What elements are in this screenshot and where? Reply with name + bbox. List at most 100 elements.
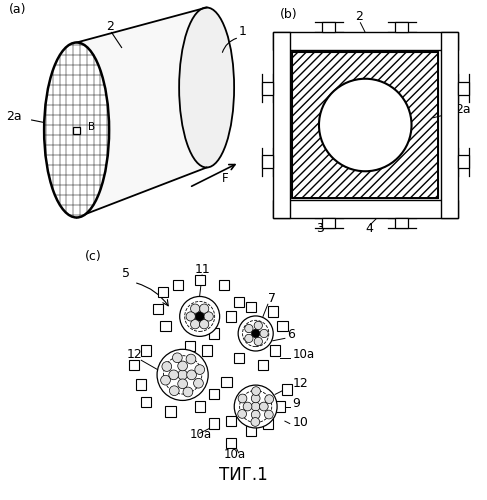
Circle shape <box>187 370 196 380</box>
Bar <box>161 321 171 332</box>
Bar <box>441 32 458 218</box>
Bar <box>395 22 409 32</box>
Text: 2a: 2a <box>7 110 22 123</box>
Circle shape <box>162 362 171 372</box>
Bar <box>209 389 220 400</box>
Circle shape <box>178 361 187 371</box>
Text: 1: 1 <box>239 25 247 38</box>
Text: (a): (a) <box>9 2 27 16</box>
Circle shape <box>200 304 209 314</box>
Text: 11: 11 <box>195 262 210 276</box>
Circle shape <box>172 353 182 362</box>
Bar <box>129 360 139 370</box>
Text: ΤИГ.1: ΤИГ.1 <box>219 466 268 484</box>
Text: 7: 7 <box>268 292 276 305</box>
Bar <box>258 360 268 370</box>
Circle shape <box>260 402 268 411</box>
Text: B: B <box>88 122 95 132</box>
Text: 4: 4 <box>365 222 373 235</box>
Text: 6: 6 <box>287 328 295 342</box>
Bar <box>226 438 237 448</box>
Bar <box>278 321 287 332</box>
Text: 12: 12 <box>127 348 142 361</box>
Circle shape <box>260 330 268 338</box>
Text: 5: 5 <box>122 268 130 280</box>
Circle shape <box>169 370 179 380</box>
Bar <box>246 302 256 312</box>
Bar <box>209 418 220 428</box>
Bar <box>195 402 205 411</box>
Circle shape <box>178 370 187 380</box>
Bar <box>226 416 237 426</box>
Circle shape <box>161 376 170 385</box>
Circle shape <box>245 324 253 332</box>
Bar <box>275 402 285 411</box>
Text: 10: 10 <box>292 416 308 429</box>
Bar <box>209 328 220 338</box>
Bar <box>395 218 409 228</box>
Circle shape <box>254 322 262 330</box>
Text: 10a: 10a <box>224 448 246 460</box>
Circle shape <box>251 394 260 403</box>
Bar <box>246 426 256 436</box>
Bar <box>262 155 273 168</box>
Bar <box>234 352 244 363</box>
Bar <box>73 126 80 134</box>
Bar <box>136 380 147 390</box>
Circle shape <box>200 320 209 329</box>
Bar <box>153 304 164 314</box>
Bar <box>273 32 290 218</box>
Bar <box>273 32 458 50</box>
Bar <box>322 218 336 228</box>
Circle shape <box>169 386 179 396</box>
Ellipse shape <box>44 42 109 218</box>
Bar <box>141 396 151 407</box>
Bar <box>158 287 169 297</box>
Circle shape <box>251 402 260 411</box>
Bar <box>141 346 151 356</box>
Bar <box>185 340 195 351</box>
Circle shape <box>178 379 187 388</box>
Text: F: F <box>222 172 228 186</box>
Text: 10a: 10a <box>190 428 212 441</box>
Bar <box>273 200 458 218</box>
Bar <box>234 296 244 307</box>
Bar <box>262 82 273 95</box>
Circle shape <box>243 402 252 411</box>
Circle shape <box>195 364 205 374</box>
Circle shape <box>190 320 200 329</box>
Circle shape <box>195 312 205 321</box>
Text: 2: 2 <box>356 10 363 24</box>
Circle shape <box>234 385 277 428</box>
Text: (b): (b) <box>280 8 298 21</box>
Circle shape <box>183 387 193 397</box>
Bar <box>282 384 292 394</box>
Bar <box>322 22 336 32</box>
Bar <box>226 312 237 322</box>
Bar <box>458 155 468 168</box>
Text: 2: 2 <box>107 20 114 33</box>
Circle shape <box>245 334 253 342</box>
Circle shape <box>238 316 273 351</box>
Circle shape <box>319 78 412 172</box>
Bar <box>292 52 438 198</box>
Circle shape <box>251 410 260 419</box>
Circle shape <box>180 296 220 337</box>
Bar <box>195 275 205 285</box>
Circle shape <box>204 312 213 321</box>
Text: 12: 12 <box>292 377 308 390</box>
Circle shape <box>186 312 195 321</box>
Circle shape <box>186 354 196 364</box>
Circle shape <box>252 386 261 396</box>
Bar <box>292 52 438 198</box>
Polygon shape <box>76 8 206 218</box>
Circle shape <box>265 394 274 404</box>
Circle shape <box>254 338 262 345</box>
Circle shape <box>251 330 260 338</box>
Text: 9: 9 <box>292 396 300 409</box>
Bar <box>263 418 273 428</box>
Bar <box>202 346 212 356</box>
Circle shape <box>194 378 204 388</box>
Circle shape <box>251 418 260 426</box>
Text: (c): (c) <box>85 250 102 264</box>
